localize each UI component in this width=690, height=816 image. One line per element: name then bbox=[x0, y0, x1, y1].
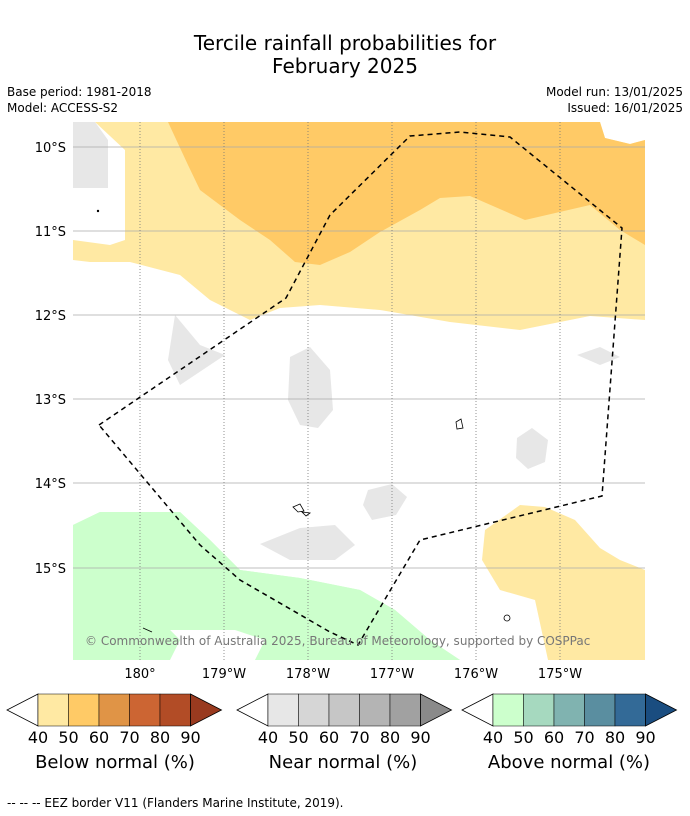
white-notch bbox=[600, 122, 645, 144]
colorbar-segment bbox=[267, 693, 299, 727]
eez-border bbox=[97, 131, 623, 646]
lon-label: 178°W bbox=[286, 667, 330, 682]
colorbar-label-above: Above normal (%) bbox=[487, 752, 651, 773]
eez-footnote: -- -- -- EEZ border V11 (Flanders Marine… bbox=[7, 796, 344, 810]
near-normal-patch bbox=[73, 122, 108, 188]
below-normal-50-band bbox=[168, 122, 645, 265]
colorbar-tick-label: 90 bbox=[180, 728, 201, 747]
issued-date: Issued: 16/01/2025 bbox=[567, 101, 683, 115]
lon-label: 177°W bbox=[370, 667, 414, 682]
colorbar-segment bbox=[523, 693, 555, 727]
island-outlines bbox=[96, 209, 511, 633]
colorbar-segment bbox=[389, 693, 421, 727]
longitude-labels: 180° 179°W 178°W 177°W 176°W 175°W bbox=[124, 667, 582, 682]
base-period: Base period: 1981-2018 bbox=[7, 85, 152, 99]
colorbar-label-near: Near normal (%) bbox=[268, 752, 418, 773]
colorbar-tick-label: 90 bbox=[635, 728, 656, 747]
lat-label: 13°S bbox=[35, 393, 66, 408]
colorbar-tick-label: 70 bbox=[349, 728, 370, 747]
lon-label: 179°W bbox=[202, 667, 246, 682]
colorbar-extend-right bbox=[420, 693, 453, 727]
colorbar-tick-label: 40 bbox=[257, 728, 279, 747]
near-normal-patch bbox=[260, 525, 355, 560]
colorbar-segment bbox=[98, 693, 130, 727]
colorbar-segment bbox=[359, 693, 391, 727]
lat-label: 10°S bbox=[35, 141, 66, 156]
colorbar-extend-left bbox=[6, 693, 39, 727]
colorbar-segment bbox=[37, 693, 69, 727]
colorbar-tick-label: 50 bbox=[288, 728, 309, 747]
lon-label: 176°W bbox=[454, 667, 498, 682]
colorbar-tick-label: 60 bbox=[318, 728, 340, 747]
near-normal-patch bbox=[516, 428, 548, 469]
colorbars bbox=[6, 693, 678, 727]
lat-label: 15°S bbox=[35, 562, 66, 577]
colorbar-tick-label: 80 bbox=[604, 728, 626, 747]
colorbar-tick-label: 40 bbox=[482, 728, 504, 747]
colorbar-segment bbox=[614, 693, 646, 727]
colorbar-tick-label: 60 bbox=[88, 728, 110, 747]
colorbar-label-below: Below normal (%) bbox=[35, 752, 195, 773]
above-normal-40-band bbox=[73, 512, 460, 660]
meta-right: Model run: 13/01/2025 Issued: 16/01/2025 bbox=[546, 84, 683, 116]
colorbar-tick-label: 50 bbox=[58, 728, 79, 747]
lon-label: 175°W bbox=[538, 667, 582, 682]
model-name: Model: ACCESS-S2 bbox=[7, 101, 119, 115]
below-normal-40-band-se bbox=[482, 505, 645, 660]
title-line-1: Tercile rainfall probabilities for bbox=[193, 31, 497, 55]
colorbar-extend-left bbox=[461, 693, 494, 727]
near-normal-patch bbox=[577, 347, 620, 365]
model-run: Model run: 13/01/2025 bbox=[545, 85, 683, 99]
meta-left: Base period: 1981-2018 Model: ACCESS-S2 bbox=[7, 84, 152, 116]
colorbar-segment bbox=[492, 693, 524, 727]
colorbar-tick-label: 60 bbox=[543, 728, 565, 747]
map-area: © Commonwealth of Australia 2025, Bureau… bbox=[73, 122, 645, 660]
colorbar-segment bbox=[68, 693, 100, 727]
lat-label: 11°S bbox=[35, 225, 66, 240]
lat-label: 14°S bbox=[35, 477, 66, 492]
colorbar-segment bbox=[584, 693, 616, 727]
colorbar-tick-label: 70 bbox=[574, 728, 595, 747]
latitude-labels: 10°S 11°S 12°S 13°S 14°S 15°S bbox=[35, 141, 66, 577]
map-title: Tercile rainfall probabilities for Febru… bbox=[0, 32, 690, 78]
colorbar-tick-label: 70 bbox=[119, 728, 140, 747]
colorbar-segment bbox=[159, 693, 191, 727]
near-normal-patch bbox=[288, 347, 333, 428]
near-normal-patch bbox=[168, 315, 225, 385]
lon-label: 180° bbox=[124, 667, 155, 682]
title-line-2: February 2025 bbox=[272, 54, 418, 78]
colorbar-tick-label: 90 bbox=[410, 728, 431, 747]
colorbar-extend-right bbox=[190, 693, 223, 727]
latitude-gridlines bbox=[73, 146, 645, 569]
colorbar-segment bbox=[129, 693, 161, 727]
copyright-notice: © Commonwealth of Australia 2025, Bureau… bbox=[85, 634, 590, 648]
colorbar-tick-label: 80 bbox=[149, 728, 171, 747]
colorbar-extend-right bbox=[645, 693, 678, 727]
colorbar-tick-label: 50 bbox=[513, 728, 534, 747]
colorbar-segment bbox=[553, 693, 585, 727]
colorbar-extend-left bbox=[236, 693, 269, 727]
near-normal-patch bbox=[363, 484, 407, 520]
colorbar-tick-label: 40 bbox=[27, 728, 49, 747]
colorbar-segment bbox=[298, 693, 330, 727]
colorbar-tick-label: 80 bbox=[379, 728, 401, 747]
colorbar-segment bbox=[328, 693, 360, 727]
lat-label: 12°S bbox=[35, 309, 66, 324]
